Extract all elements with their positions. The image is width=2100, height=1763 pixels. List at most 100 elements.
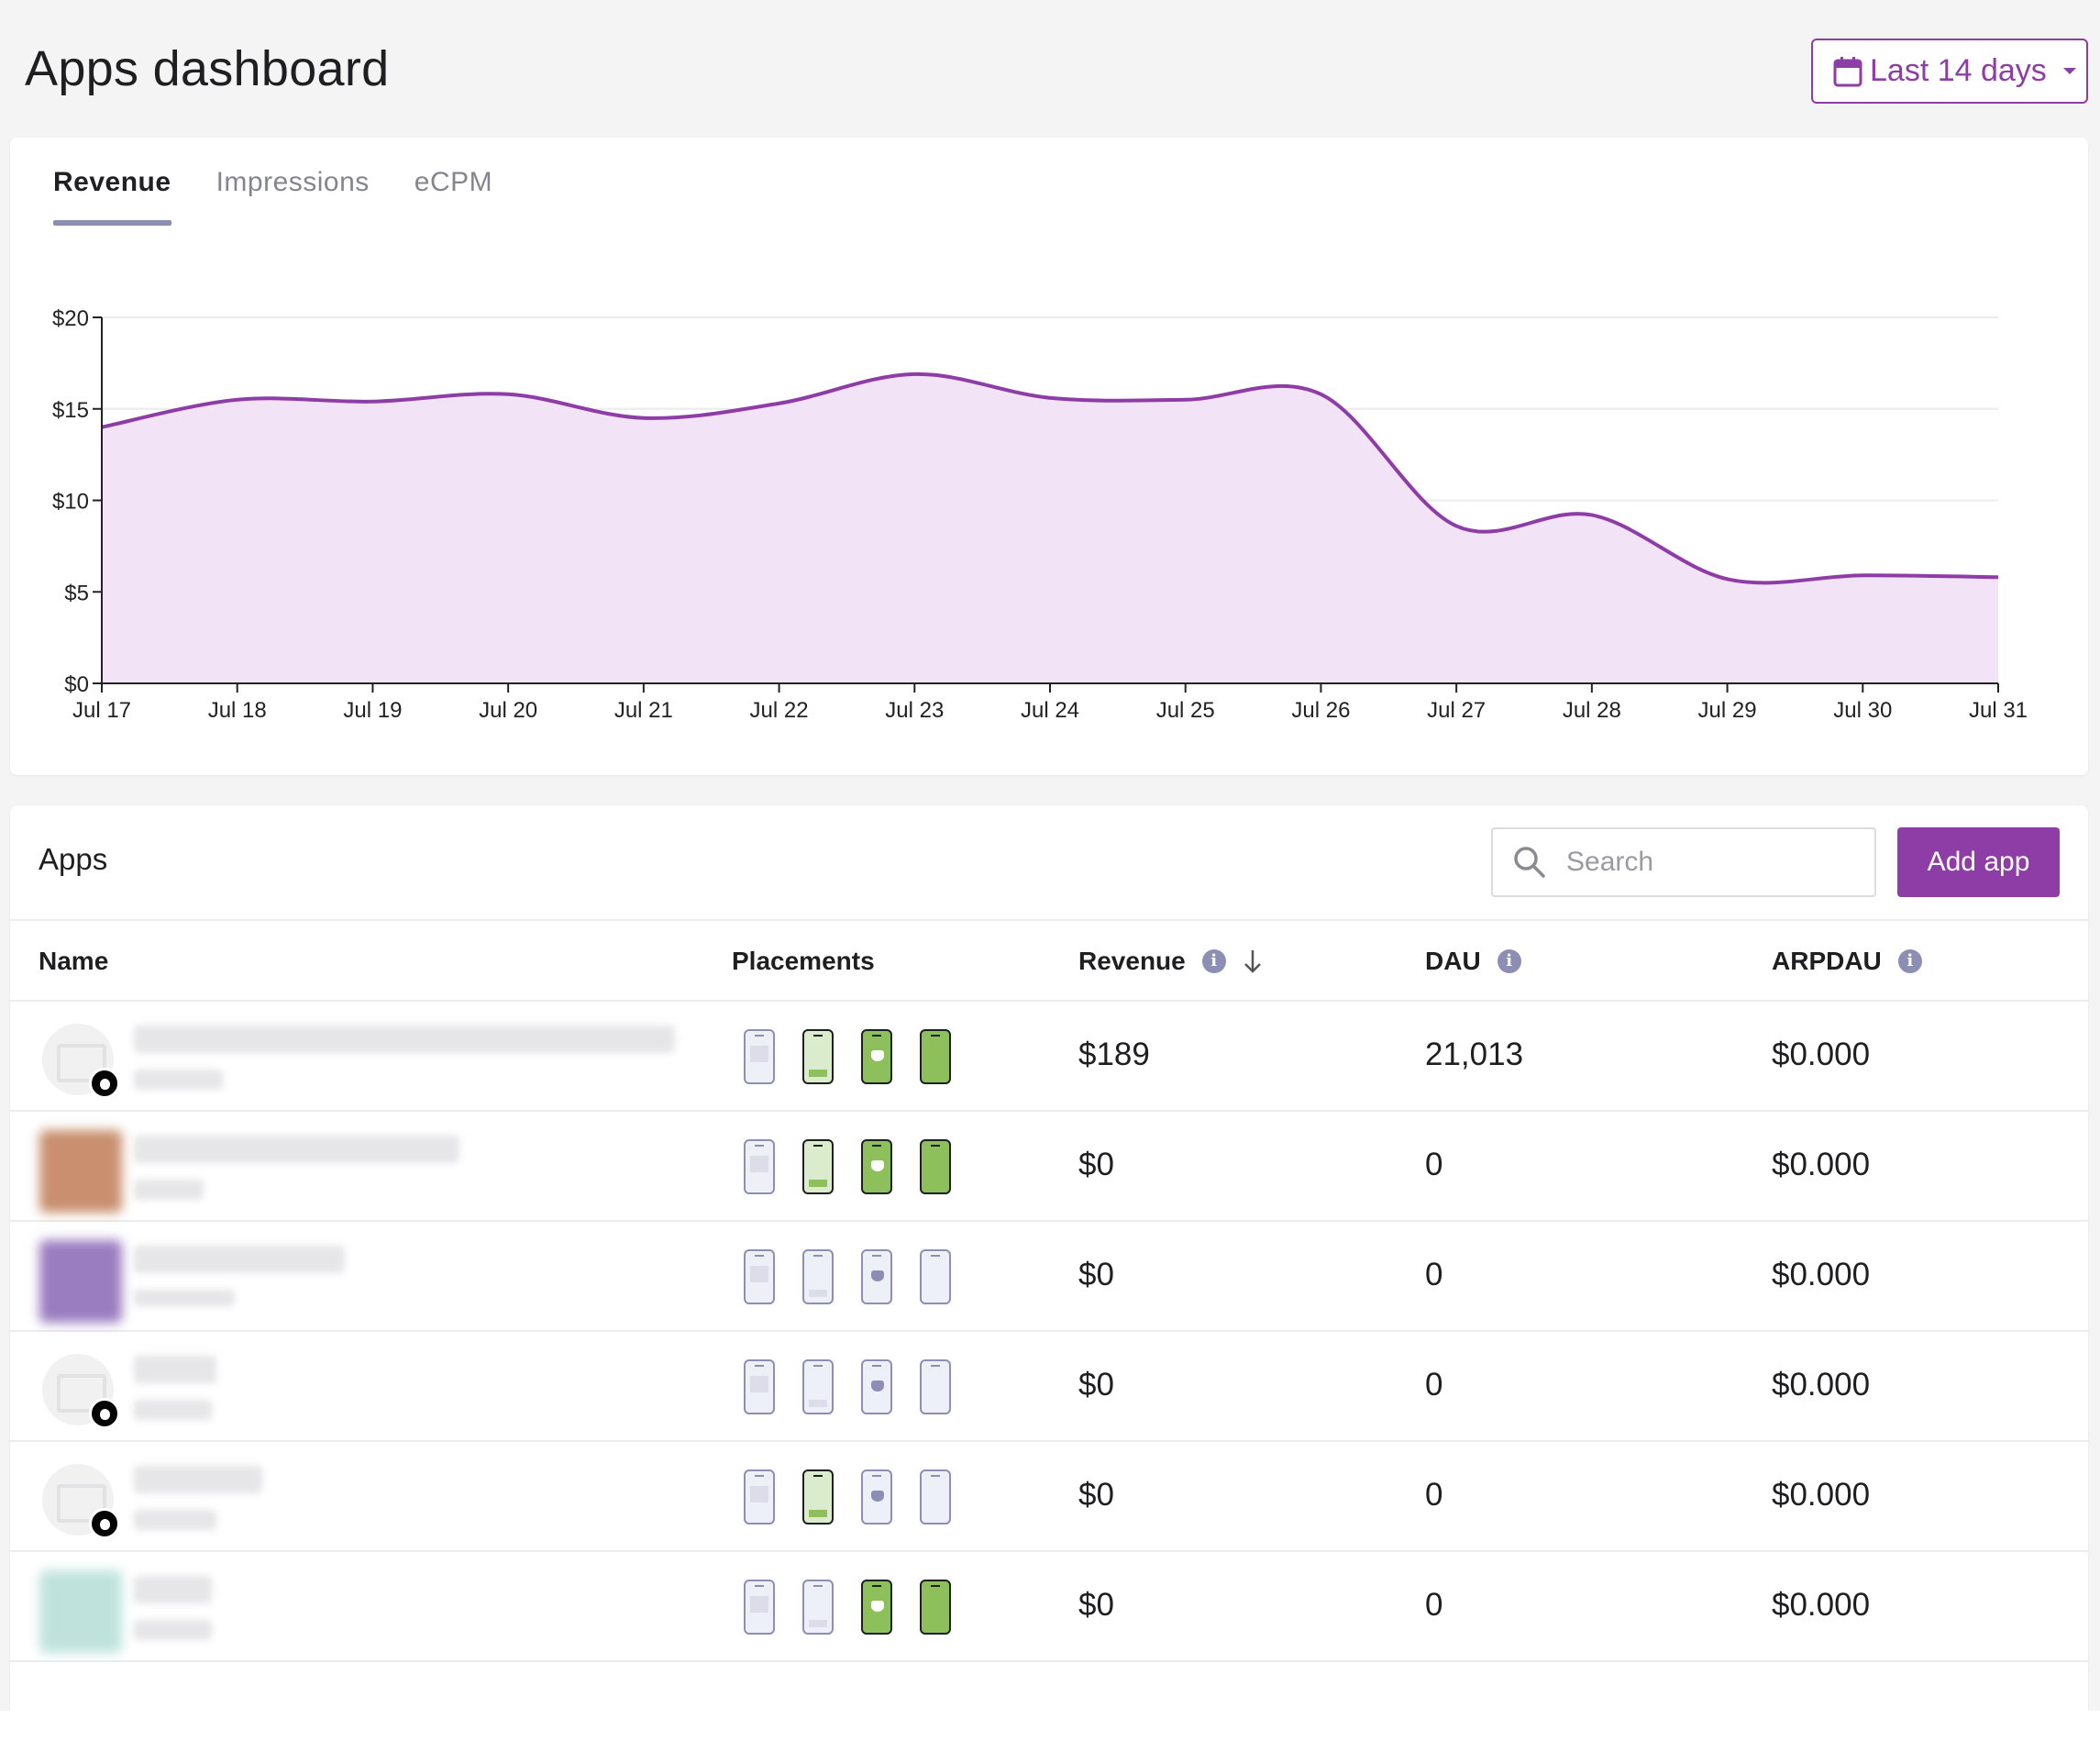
table-row[interactable]: $0 0 $0.000: [10, 1222, 2088, 1332]
column-revenue[interactable]: Revenue i: [1078, 947, 1265, 976]
tab-ecpm[interactable]: eCPM: [414, 167, 493, 197]
table-row[interactable]: $0 0 $0.000: [10, 1332, 2088, 1442]
banner-placement-icon[interactable]: [744, 1580, 775, 1635]
interstitial-placement-icon[interactable]: [802, 1249, 834, 1304]
arpdau-value: $0.000: [1772, 1367, 1871, 1403]
banner-placement-icon[interactable]: [744, 1139, 775, 1194]
interstitial-placement-icon[interactable]: [802, 1580, 834, 1635]
sort-descending-icon[interactable]: [1241, 948, 1265, 975]
table-header: Name Placements Revenue i DAU i ARPDAU i: [10, 919, 2088, 1002]
placements-group: [744, 1139, 978, 1194]
banner-placement-icon[interactable]: [744, 1249, 775, 1304]
dau-value: 21,013: [1425, 1037, 1524, 1072]
fullscreen-placement-icon[interactable]: [920, 1249, 951, 1304]
apple-platform-icon: [89, 1398, 120, 1429]
banner-placement-icon[interactable]: [744, 1469, 775, 1525]
x-tick-label: Jul 24: [1021, 698, 1079, 723]
placements-group: [744, 1580, 978, 1635]
apps-section-title: Apps: [39, 842, 108, 876]
arpdau-value: $0.000: [1772, 1257, 1871, 1292]
y-tick-label: $10: [52, 490, 89, 515]
x-tick-label: Jul 17: [72, 698, 131, 723]
redacted-app-name: [134, 1466, 262, 1493]
redacted-app-name: [134, 1356, 216, 1383]
fullscreen-placement-icon[interactable]: [920, 1139, 951, 1194]
rewarded-placement-icon[interactable]: [861, 1029, 892, 1084]
info-icon[interactable]: i: [1897, 949, 1922, 973]
placements-group: [744, 1249, 978, 1304]
revenue-chart: $0 $5 $10 $15 $20 Jul 17 Jul 18 Jul 19 Jul 20 Jul…: [52, 306, 2028, 723]
apple-platform-icon: [89, 1508, 120, 1539]
rewarded-placement-icon[interactable]: [861, 1580, 892, 1635]
revenue-value: $0: [1078, 1257, 1114, 1292]
search-input[interactable]: [1566, 847, 1841, 878]
column-dau[interactable]: DAU i: [1425, 947, 1521, 976]
redacted-app-name: [134, 1026, 675, 1053]
interstitial-placement-icon[interactable]: [802, 1029, 834, 1084]
banner-placement-icon[interactable]: [744, 1029, 775, 1084]
banner-placement-icon[interactable]: [744, 1359, 775, 1414]
dau-value: 0: [1425, 1367, 1443, 1403]
arpdau-value: $0.000: [1772, 1147, 1871, 1182]
app-icon: [39, 1130, 122, 1213]
interstitial-placement-icon[interactable]: [802, 1359, 834, 1414]
dau-value: 0: [1425, 1587, 1443, 1623]
apps-card: Apps Add app Name Placements Revenue i D…: [10, 805, 2088, 1763]
x-tick-label: Jul 21: [614, 698, 673, 723]
table-row[interactable]: $189 21,013 $0.000: [10, 1002, 2088, 1112]
info-icon[interactable]: i: [1497, 949, 1521, 973]
tab-impressions[interactable]: Impressions: [216, 167, 370, 197]
y-tick-label: $5: [64, 581, 89, 605]
bottom-cutoff: [0, 1711, 2100, 1763]
info-icon[interactable]: i: [1201, 949, 1226, 973]
column-name[interactable]: Name: [39, 947, 108, 976]
date-range-button[interactable]: Last 14 days: [1811, 39, 2088, 104]
x-tick-label: Jul 31: [1969, 698, 2028, 723]
revenue-area: [102, 373, 1998, 683]
page-title: Apps dashboard: [25, 41, 390, 96]
x-tick-label: Jul 27: [1427, 698, 1486, 723]
table-row[interactable]: $0 0 $0.000: [10, 1552, 2088, 1662]
app-icon: [39, 1240, 122, 1323]
revenue-chart-card: Revenue Impressions eCPM $0 $5 $10 $15 $20 Ju…: [10, 138, 2088, 775]
redacted-app-id: [134, 1180, 204, 1200]
column-revenue-label: Revenue: [1078, 947, 1186, 975]
fullscreen-placement-icon[interactable]: [920, 1580, 951, 1635]
interstitial-placement-icon[interactable]: [802, 1139, 834, 1194]
revenue-value: $0: [1078, 1587, 1114, 1623]
search-icon: [1514, 847, 1545, 878]
column-arpdau[interactable]: ARPDAU i: [1772, 947, 1922, 976]
calendar-icon: [1833, 56, 1862, 86]
rewarded-placement-icon[interactable]: [861, 1359, 892, 1414]
x-tick-label: Jul 25: [1156, 698, 1215, 723]
table-row[interactable]: $0 0 $0.000: [10, 1442, 2088, 1552]
redacted-app-id: [134, 1620, 212, 1640]
metric-tabs: Revenue Impressions eCPM: [53, 165, 537, 229]
chevron-down-icon: [2062, 68, 2076, 74]
fullscreen-placement-icon[interactable]: [920, 1359, 951, 1414]
interstitial-placement-icon[interactable]: [802, 1469, 834, 1525]
x-tick-label: Jul 18: [208, 698, 267, 723]
y-tick-label: $15: [52, 398, 89, 423]
apple-platform-icon: [89, 1068, 120, 1099]
table-row[interactable]: $0 0 $0.000: [10, 1112, 2088, 1222]
x-tick-label: Jul 19: [343, 698, 402, 723]
fullscreen-placement-icon[interactable]: [920, 1469, 951, 1525]
redacted-app-id: [134, 1510, 216, 1530]
fullscreen-placement-icon[interactable]: [920, 1029, 951, 1084]
x-tick-label: Jul 22: [750, 698, 809, 723]
add-app-button[interactable]: Add app: [1897, 827, 2060, 897]
rewarded-placement-icon[interactable]: [861, 1249, 892, 1304]
redacted-app-name: [134, 1246, 345, 1273]
x-tick-label: Jul 26: [1291, 698, 1350, 723]
y-tick-label: $0: [64, 672, 89, 697]
revenue-value: $0: [1078, 1367, 1114, 1403]
dau-value: 0: [1425, 1147, 1443, 1182]
redacted-app-name: [134, 1136, 459, 1163]
rewarded-placement-icon[interactable]: [861, 1139, 892, 1194]
arpdau-value: $0.000: [1772, 1037, 1871, 1072]
search-field[interactable]: [1491, 827, 1876, 897]
rewarded-placement-icon[interactable]: [861, 1469, 892, 1525]
tab-revenue[interactable]: Revenue: [53, 165, 171, 226]
revenue-line: [101, 371, 1999, 585]
